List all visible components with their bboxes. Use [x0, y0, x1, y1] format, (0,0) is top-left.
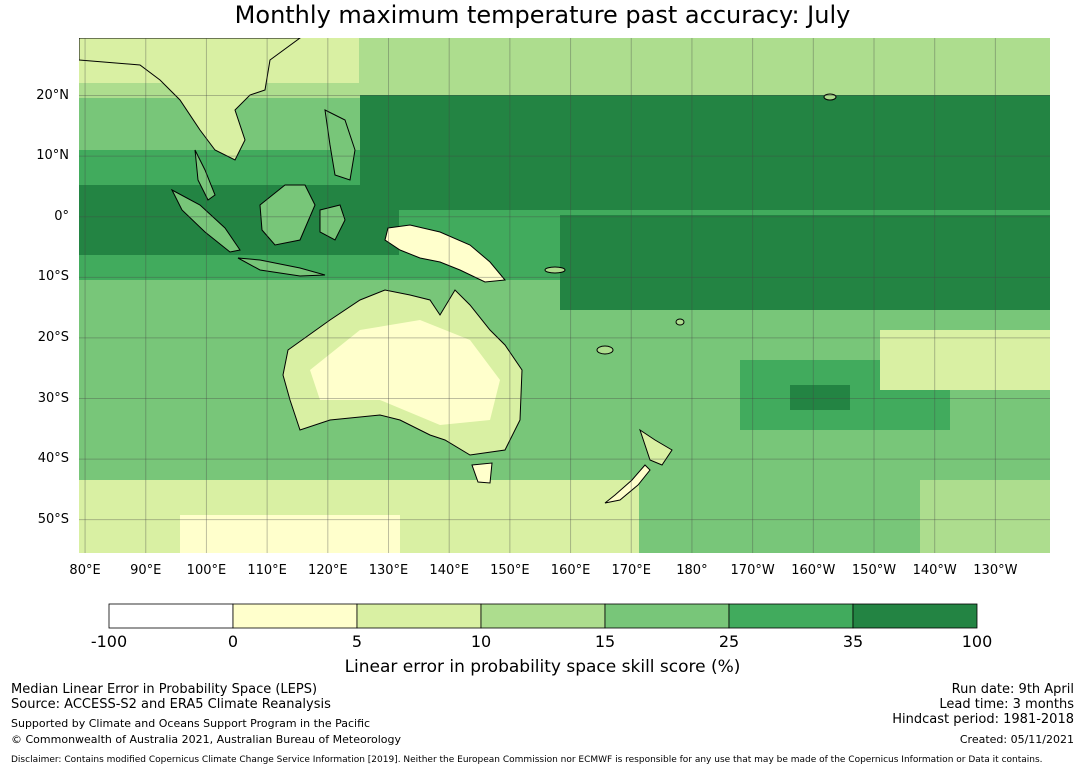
field-equatorial-core — [79, 185, 399, 255]
copyright-label: © Commonwealth of Australia 2021, Austra… — [11, 733, 401, 746]
run-date-label: Run date: 9th April — [951, 682, 1074, 697]
longitude-label: 140°E — [429, 563, 469, 578]
colorbar-tick-label: 0 — [227, 632, 239, 651]
colorbar-segment — [108, 603, 234, 629]
latitude-label: 10°N — [36, 148, 69, 164]
source-label: Source: ACCESS-S2 and ERA5 Climate Reana… — [11, 697, 331, 712]
longitude-label: 140°W — [912, 563, 957, 578]
longitude-label: 80°E — [69, 563, 101, 578]
skill-score-map — [79, 38, 1050, 553]
sulawesi-landmass — [319, 204, 346, 241]
latitude-label: 0° — [54, 208, 69, 224]
colorbar-tick-label: -100 — [90, 632, 128, 651]
longitude-label: 160°E — [550, 563, 591, 578]
latitude-label: 20°N — [36, 87, 69, 103]
longitude-label: 180° — [676, 563, 708, 578]
longitude-label: 150°W — [851, 563, 897, 578]
latitude-label: 20°S — [37, 329, 69, 345]
map-title: Monthly maximum temperature past accurac… — [234, 1, 851, 29]
longitude-label: 90°E — [130, 563, 162, 578]
colorbar-segment — [356, 603, 482, 629]
new-zealand-south — [604, 464, 651, 504]
tasmania-landmass — [471, 462, 493, 484]
colorbar-tick-label: 15 — [594, 632, 616, 651]
borneo-landmass — [259, 184, 316, 246]
graticule — [79, 38, 1050, 553]
leps-label: Median Linear Error in Probability Space… — [11, 682, 318, 697]
latitude-label: 10°S — [37, 269, 69, 285]
colorbar-tick-label: 5 — [351, 632, 363, 651]
colorbar-tick-label: 10 — [470, 632, 492, 651]
colorbar-segment — [604, 603, 730, 629]
colorbar-segment — [728, 603, 854, 629]
colorbar-tick-label: 35 — [842, 632, 864, 651]
philippines-landmass — [324, 109, 356, 181]
colorbar-segment — [852, 603, 978, 629]
new-guinea-landmass — [384, 224, 506, 283]
fiji-island — [596, 345, 614, 355]
longitude-label: 130°E — [368, 563, 409, 578]
field-southwest-white — [180, 515, 400, 553]
hawaii-island — [823, 93, 837, 101]
malay-peninsula — [194, 149, 216, 201]
footer-left-block: Median Linear Error in Probability Space… — [11, 682, 331, 712]
new-zealand-north — [639, 428, 673, 466]
sumatra-landmass — [170, 188, 241, 253]
field-east-core — [560, 215, 1050, 310]
field-tropical-core — [360, 95, 1050, 210]
longitude-label: 120°E — [308, 563, 348, 578]
footer-right-block: Run date: 9th April Lead time: 3 months … — [892, 682, 1074, 727]
colorbar-tick-label: 25 — [718, 632, 740, 651]
hindcast-period-label: Hindcast period: 1981-2018 — [892, 712, 1074, 727]
tonga-island — [675, 318, 685, 326]
support-label: Supported by Climate and Oceans Support … — [11, 717, 371, 730]
created-date-label: Created: 05/11/2021 — [959, 733, 1074, 746]
colorbar-segment — [232, 603, 358, 629]
field-south-pacific-core — [790, 385, 850, 410]
longitude-label: 110°E — [247, 563, 287, 578]
indochina-landmass — [79, 38, 301, 161]
longitude-label: 130°W — [973, 563, 1018, 578]
colorbar-segment — [480, 603, 606, 629]
footer-left-small: Supported by Climate and Oceans Support … — [11, 717, 401, 747]
lead-time-label: Lead time: 3 months — [939, 697, 1074, 712]
australia-interior — [310, 320, 500, 425]
latitude-label: 50°S — [37, 511, 69, 527]
disclaimer-text: Disclaimer: Contains modified Copernicus… — [11, 755, 1043, 765]
longitude-label: 170°E — [611, 563, 652, 578]
field-southeast-pale — [920, 480, 1050, 553]
new-caledonia-island — [544, 266, 566, 274]
field-east-pale — [880, 330, 1050, 390]
colorbar-title: Linear error in probability space skill … — [344, 657, 741, 677]
colorbar — [108, 603, 978, 629]
longitude-label: 160°W — [791, 563, 836, 578]
java-landmass — [237, 257, 326, 277]
longitude-label: 100°E — [186, 563, 227, 578]
longitude-label: 170°W — [730, 563, 775, 578]
latitude-label: 40°S — [37, 451, 69, 467]
colorbar-tick-label: 100 — [961, 632, 993, 651]
longitude-label: 150°E — [490, 563, 530, 578]
latitude-label: 30°S — [37, 390, 69, 406]
